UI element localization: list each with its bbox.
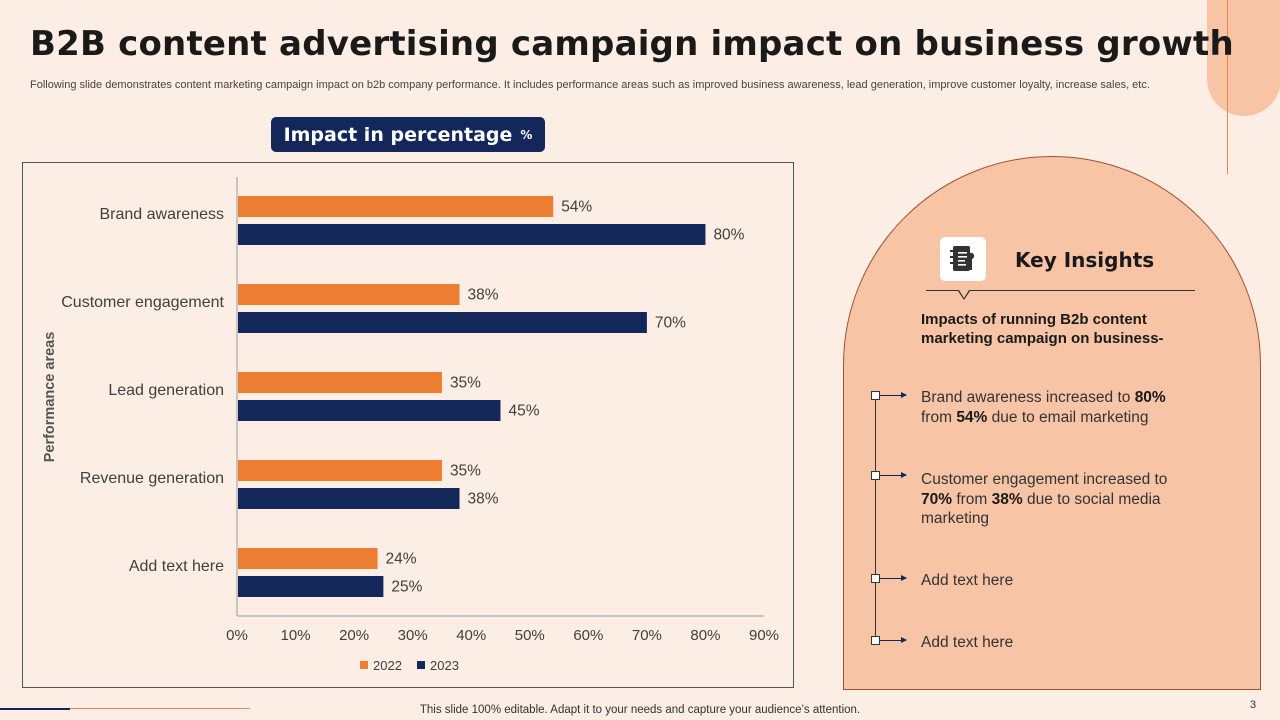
key-insights-title: Key Insights [1015, 248, 1155, 272]
insight-item: Customer engagement increased to 70% fro… [921, 471, 1168, 527]
category-label: Brand awareness [99, 206, 224, 223]
insights-timeline [875, 396, 876, 642]
callout-notch [958, 290, 970, 300]
x-tick-label: 40% [456, 627, 486, 644]
insights-divider [926, 290, 1195, 291]
decorative-line [1227, 0, 1228, 174]
page-number: 3 [1250, 699, 1257, 711]
insights-lead-text: Impacts of running B2b content marketing… [921, 311, 1164, 347]
data-label: 54% [561, 199, 592, 216]
timeline-node [871, 391, 880, 400]
bar [238, 576, 384, 597]
data-label: 38% [468, 491, 499, 508]
y-axis-title: Performance areas [42, 332, 58, 463]
slide-subtitle: Following slide demonstrates content mar… [30, 79, 1150, 91]
slide-title: B2B content advertising campaign impact … [30, 24, 1234, 64]
x-tick-label: 80% [690, 627, 720, 644]
timeline-node [871, 574, 880, 583]
bar [238, 196, 554, 217]
category-label: Customer engagement [61, 294, 224, 311]
data-label: 24% [386, 551, 417, 568]
x-tick-label: 30% [398, 627, 428, 644]
data-label: 38% [468, 287, 499, 304]
data-label: 35% [450, 375, 481, 392]
x-tick-label: 90% [749, 627, 779, 644]
insight-item: Add text here [921, 572, 1014, 589]
bar [238, 372, 442, 393]
legend-label: 2023 [430, 658, 459, 673]
data-label: 45% [509, 403, 540, 420]
x-tick-label: 20% [339, 627, 369, 644]
decorative-pill [1207, 0, 1280, 116]
key-insights-panel [843, 156, 1261, 690]
footer-accent-line [70, 708, 250, 709]
category-label: Add text here [129, 558, 224, 575]
bar [238, 312, 647, 333]
legend-label: 2022 [373, 658, 402, 673]
bar [238, 548, 378, 569]
bar [238, 488, 460, 509]
bar [238, 460, 442, 481]
bar [238, 284, 460, 305]
category-label: Revenue generation [80, 470, 224, 487]
legend-swatch [417, 661, 425, 669]
bar [238, 224, 706, 245]
x-tick-label: 0% [226, 627, 248, 644]
legend-swatch [360, 661, 368, 669]
x-tick-label: 50% [515, 627, 545, 644]
arrow-icon [880, 392, 907, 398]
footer-note: This slide 100% editable. Adapt it to yo… [419, 704, 861, 716]
data-label: 80% [713, 227, 744, 244]
chart-header: Impact in percentage % [271, 117, 545, 152]
x-tick-label: 10% [281, 627, 311, 644]
x-tick-label: 70% [632, 627, 662, 644]
arrow-icon [880, 637, 907, 643]
timeline-node [871, 471, 880, 480]
arrow-icon [880, 575, 907, 581]
notebook-icon [940, 237, 986, 281]
category-label: Lead generation [108, 382, 224, 399]
data-label: 25% [391, 579, 422, 596]
chart-header-unit: % [520, 127, 533, 142]
bar-chart: 0% 10% 20% 30% 40% 50% 60% 70% 80% 90% Performance… [42, 177, 779, 673]
footer-accent-line [0, 708, 70, 710]
data-label: 35% [450, 463, 481, 480]
insight-item: Brand awareness increased to 80% from 54… [921, 389, 1166, 426]
x-tick-label: 60% [573, 627, 603, 644]
insight-item: Add text here [921, 634, 1014, 651]
arrow-icon [880, 472, 907, 478]
chart-header-label: Impact in percentage [283, 123, 513, 146]
chart-frame [22, 162, 794, 688]
timeline-node [871, 636, 880, 645]
bar [238, 400, 501, 421]
data-label: 70% [655, 315, 686, 332]
